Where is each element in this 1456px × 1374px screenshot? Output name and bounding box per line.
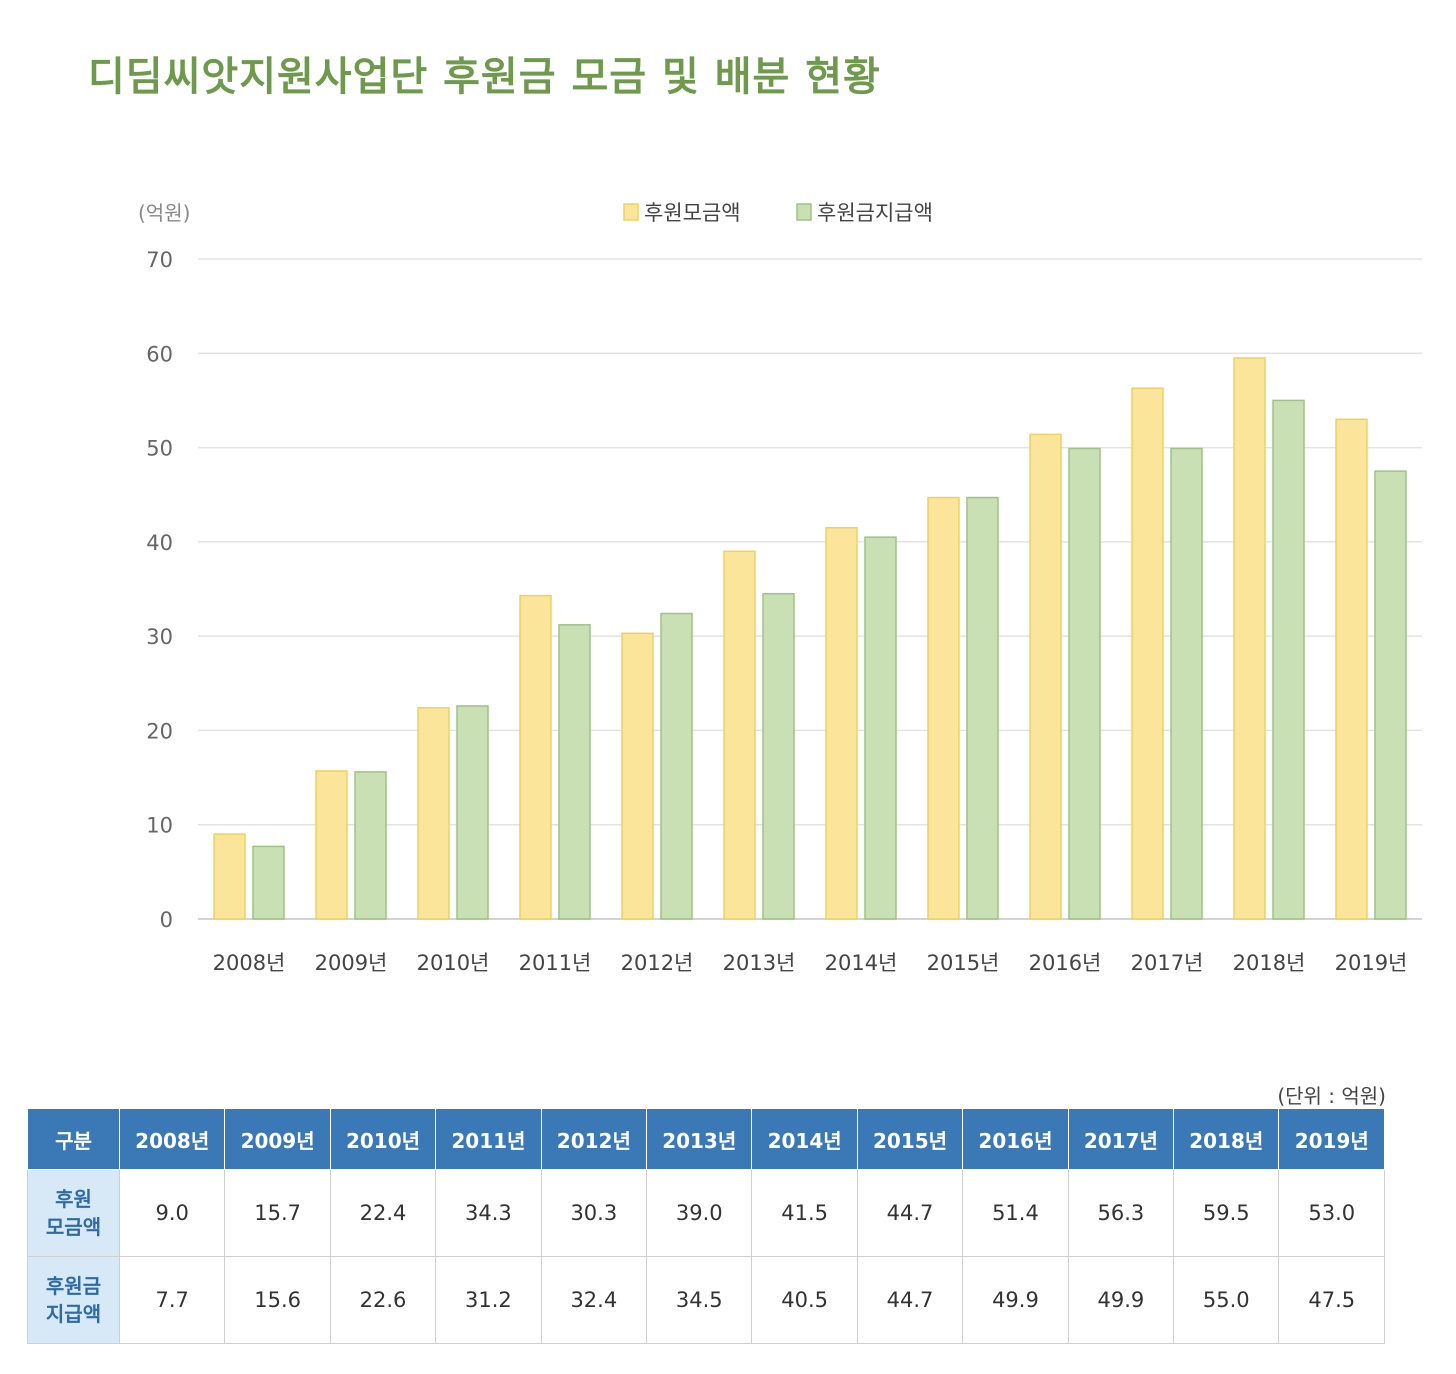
- bar: [723, 550, 756, 920]
- table-cell: 44.7: [856, 1169, 964, 1257]
- y-tick-label: 0: [160, 908, 173, 932]
- bar: [864, 536, 897, 920]
- table-cell: 30.3: [540, 1169, 648, 1257]
- legend-label: 후원금지급액: [817, 201, 933, 225]
- bar: [354, 771, 387, 920]
- x-tick-label: 2015년: [927, 951, 1000, 975]
- bar: [1131, 387, 1164, 920]
- bar: [252, 845, 285, 920]
- table-cell: 9.0: [118, 1169, 226, 1257]
- x-tick-label: 2009년: [315, 951, 388, 975]
- y-tick-label: 20: [146, 719, 173, 743]
- bar: [762, 592, 795, 920]
- table-header-year: 2012년: [540, 1108, 648, 1170]
- table-header-year: 2008년: [118, 1108, 226, 1170]
- bar: [621, 632, 654, 920]
- y-tick-label: 50: [146, 437, 173, 461]
- table-cell: 49.9: [962, 1256, 1069, 1344]
- table-cell: 22.4: [329, 1169, 437, 1257]
- x-tick-label: 2019년: [1335, 951, 1408, 975]
- y-tick-label: 40: [146, 531, 173, 555]
- table-cell: 53.0: [1278, 1169, 1385, 1257]
- table-cell: 34.3: [435, 1169, 542, 1257]
- x-tick-label: 2008년: [213, 951, 286, 975]
- x-tick-label: 2013년: [723, 951, 796, 975]
- bar: [966, 496, 999, 920]
- y-tick-label: 70: [146, 248, 173, 272]
- bar: [1068, 447, 1101, 920]
- table-cell: 15.6: [224, 1256, 331, 1344]
- x-tick-label: 2017년: [1131, 951, 1204, 975]
- bar: [927, 496, 960, 920]
- y-tick-label: 30: [146, 625, 173, 649]
- legend-swatch: [796, 203, 812, 221]
- bar: [456, 705, 489, 920]
- x-tick-label: 2010년: [417, 951, 490, 975]
- bar: [1170, 447, 1203, 920]
- table-cell: 22.6: [329, 1256, 437, 1344]
- table-cell: 49.9: [1067, 1256, 1175, 1344]
- legend-swatch: [623, 203, 639, 221]
- row-label-line: 후원금: [45, 1274, 102, 1298]
- table-cell: 32.4: [540, 1256, 648, 1344]
- table-cell: 51.4: [962, 1169, 1069, 1257]
- page-title: 디딤씨앗지원사업단 후원금 모금 및 배분 현황: [88, 54, 881, 100]
- bar: [660, 612, 693, 920]
- table-cell: 59.5: [1173, 1169, 1280, 1257]
- bar: [1374, 470, 1407, 920]
- bar: [825, 526, 858, 920]
- table-header-year: 2015년: [856, 1108, 964, 1170]
- x-tick-label: 2014년: [825, 951, 898, 975]
- y-axis-unit-label: (억원): [138, 201, 190, 225]
- row-label-line: 모금액: [45, 1215, 102, 1239]
- y-tick-label: 10: [146, 814, 173, 838]
- table-header-year: 2009년: [224, 1108, 331, 1170]
- table-header-year: 2017년: [1067, 1108, 1175, 1170]
- y-tick-label: 60: [146, 342, 173, 366]
- bar: [1335, 418, 1368, 920]
- table-header-year: 2014년: [751, 1108, 858, 1170]
- bar: [417, 707, 450, 920]
- table-unit-note: (단위 : 억원): [1277, 1084, 1386, 1108]
- bar: [1272, 399, 1305, 920]
- bar: [315, 770, 348, 920]
- table-cell: 34.5: [646, 1256, 753, 1344]
- bar-chart: (억원) 0 10 20 30 40 50 60 70 2008년 2009년 2010년 2011년 2…: [138, 201, 1422, 975]
- data-table: 구분 2008년 2009년 2010년 2011년 2012년 2013년 2…: [27, 1108, 1385, 1344]
- table-header-year: 2010년: [329, 1108, 437, 1170]
- x-tick-label: 2011년: [519, 951, 592, 975]
- table-cell: 41.5: [751, 1169, 858, 1257]
- table-header-row: 구분 2008년 2009년 2010년 2011년 2012년 2013년 2…: [27, 1108, 1385, 1170]
- bar: [519, 594, 552, 920]
- row-label-line: 지급액: [45, 1302, 102, 1326]
- x-tick-label: 2018년: [1233, 951, 1306, 975]
- x-tick-label: 2016년: [1029, 951, 1102, 975]
- table-header-year: 2019년: [1278, 1108, 1385, 1170]
- table-cell: 7.7: [118, 1256, 226, 1344]
- table-cell: 56.3: [1067, 1169, 1175, 1257]
- table-header-year: 2011년: [435, 1108, 542, 1170]
- table-cell: 15.7: [224, 1169, 331, 1257]
- table-cell: 55.0: [1173, 1256, 1280, 1344]
- row-label-line: 후원: [55, 1187, 92, 1211]
- bar: [558, 624, 591, 920]
- table-header-year: 2016년: [962, 1108, 1069, 1170]
- table-cell: 31.2: [435, 1256, 542, 1344]
- table-cell: 47.5: [1278, 1256, 1385, 1344]
- bar: [1029, 433, 1062, 920]
- bar: [1233, 357, 1266, 920]
- table-cell: 44.7: [856, 1256, 964, 1344]
- legend-label: 후원모금액: [644, 201, 741, 225]
- x-tick-label: 2012년: [621, 951, 694, 975]
- table-row: 후원 모금액 9.0 15.7 22.4 34.3 30.3 39.0 41.5 …: [27, 1169, 1385, 1257]
- table-cell: 40.5: [751, 1256, 858, 1344]
- table-header-year: 2018년: [1173, 1108, 1280, 1170]
- table-header-year: 2013년: [646, 1108, 753, 1170]
- table-header-label: 구분: [27, 1108, 120, 1170]
- bar: [213, 833, 246, 920]
- table-cell: 39.0: [646, 1169, 753, 1257]
